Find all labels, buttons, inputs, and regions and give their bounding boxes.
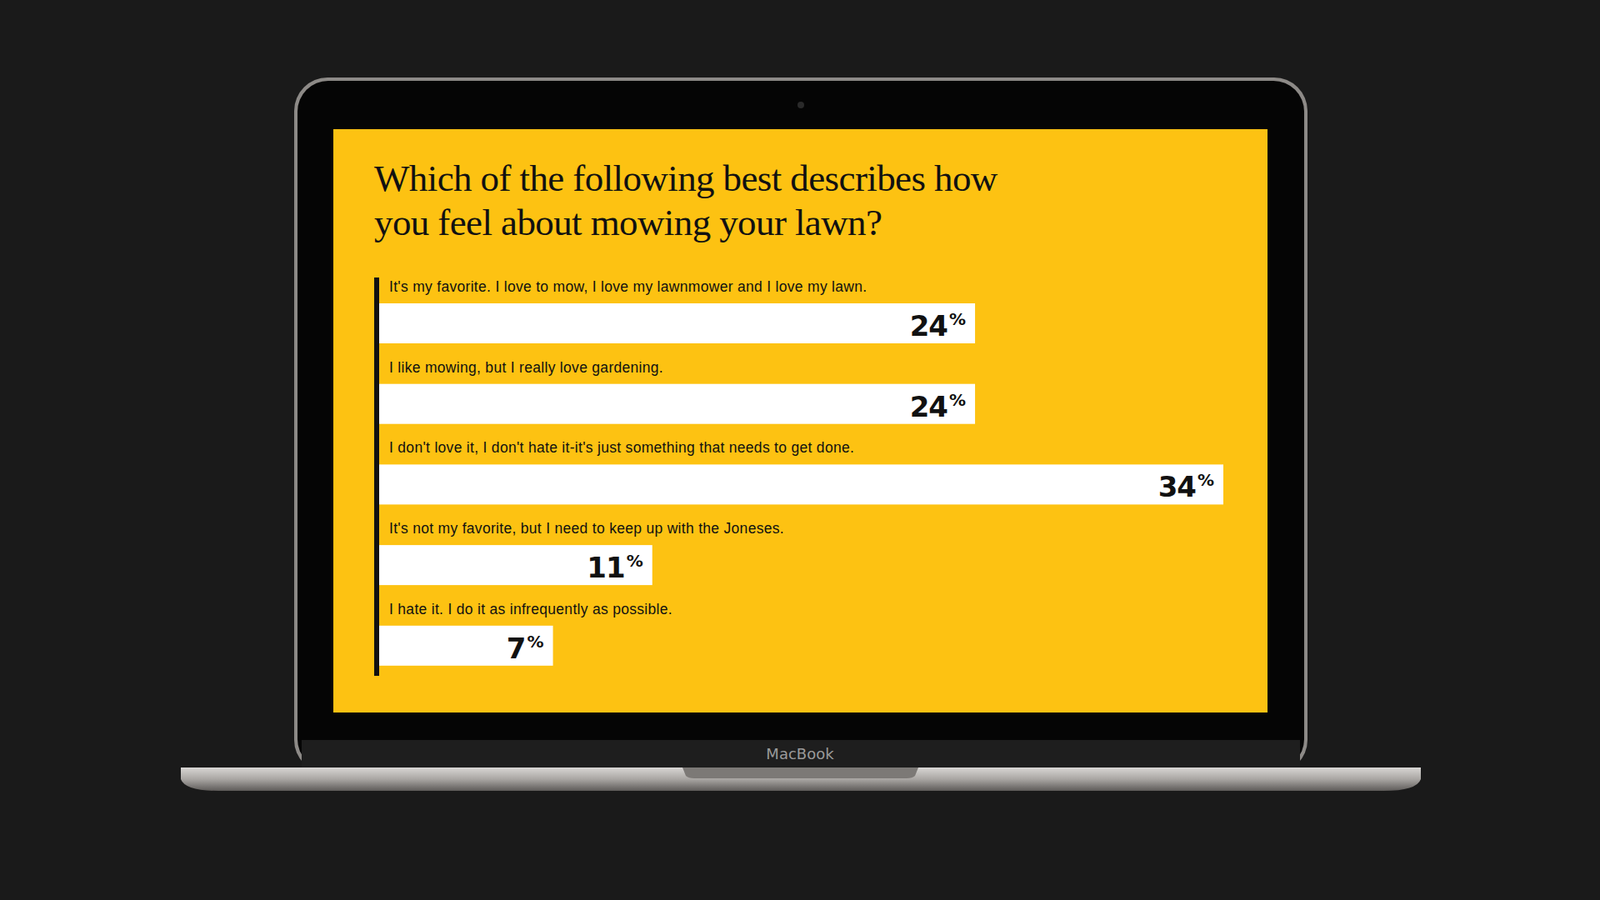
data-label-number: 34 [1158,470,1197,504]
category-label: I hate it. I do it as infrequently as po… [389,600,673,618]
category-label: It's not my favorite, but I need to keep… [389,520,785,537]
bar [379,545,653,585]
data-label-number: 24 [910,309,949,343]
laptop-base [180,767,1421,791]
data-label-number: 7 [506,631,526,665]
data-label-number: 11 [586,550,625,585]
category-axis [374,277,380,676]
data-label: 11% [586,550,643,585]
screen-bezel [297,80,1305,770]
data-label-number: 24 [910,390,949,424]
device-label: MacBook [765,745,835,763]
data-label: 24% [910,309,966,343]
base-notch [682,767,919,779]
category-label: I don't love it, I don't hate it-it's ju… [389,439,855,456]
data-label-unit: % [1197,470,1215,490]
data-label: 24% [910,390,966,424]
bar [379,625,554,666]
bottom-bezel [301,740,1300,768]
bars [379,303,1224,666]
category-label: It's my favorite. I love to mow, I love … [389,278,867,295]
camera [797,101,805,109]
category-label: I like mowing, but I really love gardeni… [389,359,664,376]
bar [379,303,975,344]
data-label-unit: % [949,390,966,410]
data-label: 34% [1158,470,1215,504]
data-label-unit: % [626,550,644,571]
bar [379,464,1224,505]
chart-background [333,129,1268,713]
data-label-unit: % [949,309,966,330]
laptop-lid [294,77,1308,774]
data-label: 7% [506,631,545,665]
chart-title: Which of the following best describes ho… [374,156,1033,245]
data-label-unit: % [527,631,545,652]
bar [379,384,975,425]
